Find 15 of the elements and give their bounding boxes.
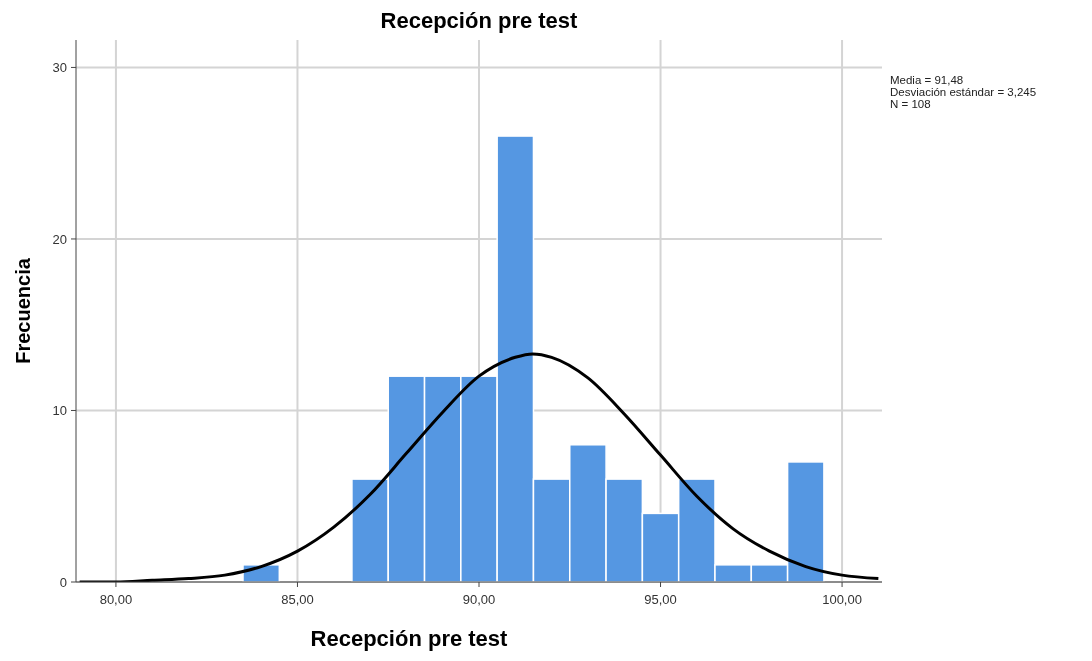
text: Media = 91,48	[890, 74, 964, 86]
y-tick-label: 30	[52, 60, 67, 76]
x-tick-label: 90,00	[462, 592, 496, 607]
y-tick-label: 10	[52, 403, 67, 419]
text: N = 108	[890, 98, 931, 110]
x-tick-label: 100,00	[822, 592, 862, 607]
chart-title: Recepción pre test	[380, 8, 579, 33]
x-tick-label: 80,00	[99, 592, 133, 607]
y-axis-title: Frecuencia	[12, 257, 34, 364]
y-tick-label: 20	[52, 231, 67, 247]
text: Desviación estándar = 3,245	[890, 86, 1037, 98]
x-tick-label: 85,00	[281, 592, 314, 607]
x-tick-label: 95,00	[644, 592, 677, 607]
y-tick-label: 0	[59, 575, 67, 590]
x-axis-title: Recepción pre test	[310, 626, 509, 651]
